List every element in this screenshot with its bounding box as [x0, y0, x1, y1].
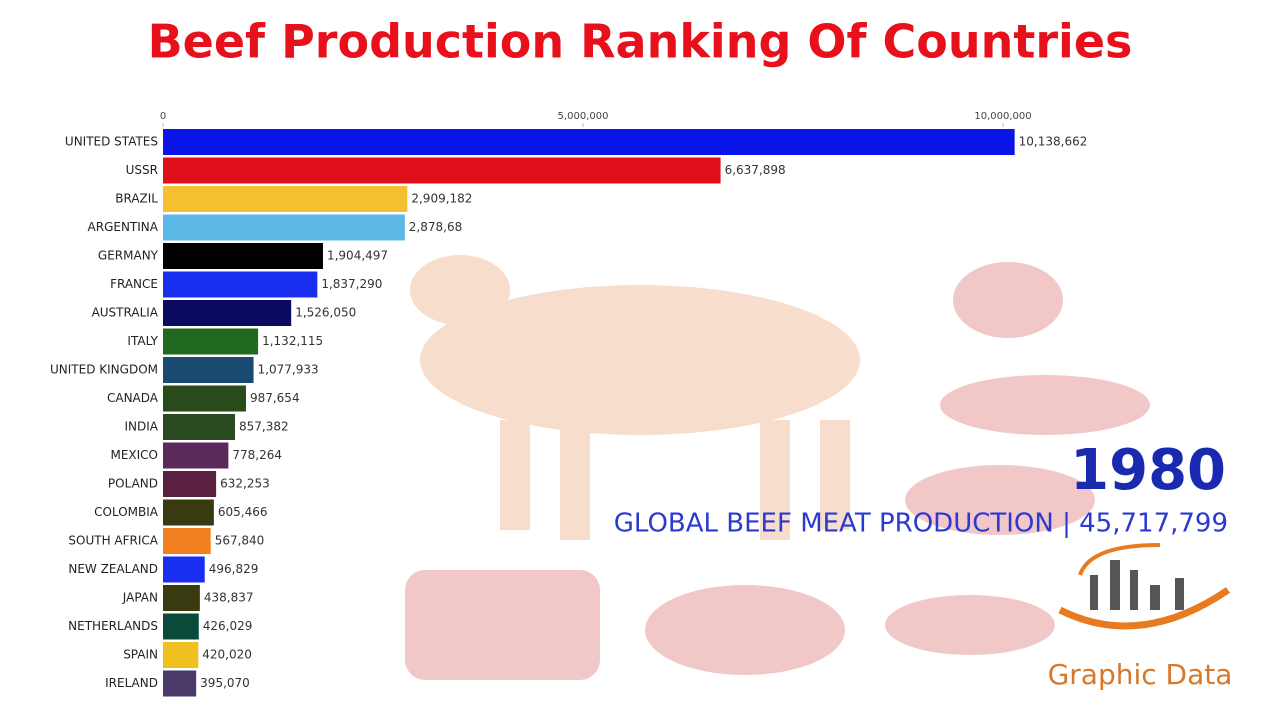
bar [163, 214, 405, 241]
value-label: 1,077,933 [258, 363, 319, 377]
value-label: 1,904,497 [327, 249, 388, 263]
bar [163, 556, 205, 583]
category-label: FRANCE [110, 277, 158, 291]
value-label: 6,637,898 [725, 163, 786, 177]
value-label: 1,837,290 [321, 277, 382, 291]
category-label: POLAND [108, 477, 158, 491]
category-label: AUSTRALIA [92, 306, 159, 320]
value-label: 426,029 [203, 619, 253, 633]
year-label: 1980 [1070, 438, 1226, 503]
bar [163, 157, 721, 184]
category-label: SOUTH AFRICA [68, 534, 158, 548]
category-label: BRAZIL [115, 192, 158, 206]
x-tick-label: 0 [160, 111, 166, 122]
total-label: GLOBAL BEEF MEAT PRODUCTION | 45,717,799 [614, 509, 1228, 539]
category-label: UNITED KINGDOM [50, 363, 158, 377]
bar [163, 442, 229, 469]
value-label: 2,909,182 [411, 192, 472, 206]
category-label: ARGENTINA [88, 220, 159, 234]
category-label: USSR [126, 163, 158, 177]
bar [163, 414, 236, 440]
bar [163, 357, 254, 383]
category-label: ITALY [127, 334, 158, 348]
category-label: SPAIN [123, 648, 158, 662]
value-label: 420,020 [202, 648, 252, 662]
bar [163, 499, 214, 526]
value-label: 1,132,115 [262, 334, 323, 348]
x-tick-label: 5,000,000 [558, 111, 609, 122]
bar [163, 613, 199, 640]
chart-title: Beef Production Ranking Of Countries [148, 15, 1133, 69]
category-label: JAPAN [122, 591, 158, 605]
bar [163, 129, 1015, 155]
category-label: CANADA [107, 391, 159, 405]
value-label: 567,840 [215, 534, 265, 548]
logo [1058, 543, 1230, 630]
bar [163, 528, 211, 554]
value-label: 632,253 [220, 477, 270, 491]
value-label: 395,070 [200, 676, 250, 690]
value-label: 857,382 [239, 420, 289, 434]
bar [163, 243, 323, 269]
category-label: NEW ZEALAND [68, 562, 158, 576]
bar [163, 471, 217, 497]
category-label: INDIA [124, 420, 158, 434]
value-label: 778,264 [232, 448, 282, 462]
x-tick-label: 10,000,000 [974, 111, 1031, 122]
value-label: 2,878,68 [409, 220, 462, 234]
background-illustration [405, 255, 1150, 680]
value-label: 10,138,662 [1019, 135, 1088, 149]
value-label: 496,829 [209, 562, 259, 576]
bar [163, 300, 292, 326]
category-label: MEXICO [110, 448, 158, 462]
value-label: 438,837 [204, 591, 254, 605]
bar [163, 385, 246, 412]
value-label: 1,526,050 [295, 306, 356, 320]
category-label: IRELAND [105, 676, 158, 690]
brand-label: Graphic Data [1048, 658, 1233, 691]
bar [163, 186, 408, 212]
category-label: UNITED STATES [65, 135, 158, 149]
bar [163, 271, 318, 298]
value-label: 987,654 [250, 391, 300, 405]
bar [163, 670, 197, 697]
category-label: COLOMBIA [94, 505, 159, 519]
value-label: 605,466 [218, 505, 268, 519]
category-label: NETHERLANDS [68, 619, 158, 633]
category-label: GERMANY [98, 249, 159, 263]
bar [163, 642, 199, 668]
bar [163, 328, 259, 355]
bar [163, 585, 200, 611]
